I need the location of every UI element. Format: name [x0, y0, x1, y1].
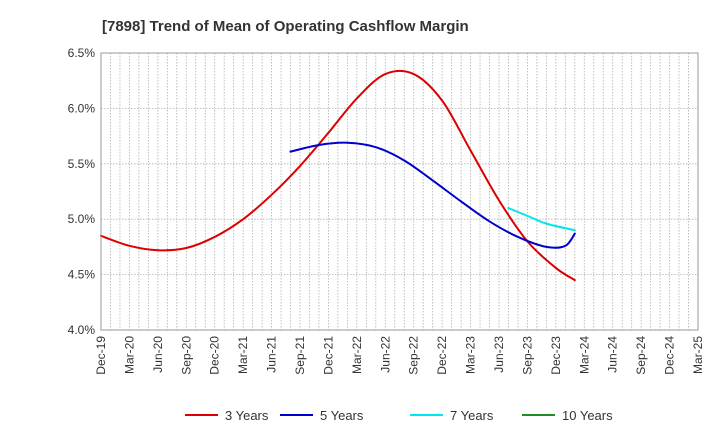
y-tick-label: 6.0% [68, 101, 96, 115]
x-axis: Dec-19 Mar-20 Jun-20 Sep-20 Dec-20 Mar-21 Jun-… [94, 336, 705, 375]
x-tick-label: Jun-20 [151, 336, 165, 373]
legend-label-3-years: 3 Years [225, 408, 269, 423]
series-line-7-years [507, 207, 576, 232]
x-tick-label: Sep-20 [179, 336, 193, 375]
series-lines [100, 69, 576, 282]
series-line-5-years [289, 141, 576, 249]
x-tick-label: Dec-19 [94, 336, 108, 375]
y-axis: 4.0% 4.5% 5.0% 5.5% 6.0% 6.5% [68, 46, 96, 337]
x-tick-label: Mar-22 [350, 336, 364, 374]
plot-area [101, 53, 698, 330]
y-tick-label: 5.5% [68, 157, 96, 171]
x-tick-label: Dec-24 [663, 336, 677, 375]
x-tick-label: Sep-22 [407, 336, 421, 375]
x-tick-label: Sep-24 [634, 336, 648, 375]
y-tick-label: 4.5% [68, 268, 96, 282]
x-tick-label: Sep-21 [293, 336, 307, 375]
y-tick-label: 4.0% [68, 323, 96, 337]
legend-label-5-years: 5 Years [320, 408, 364, 423]
legend-label-10-years: 10 Years [562, 408, 613, 423]
x-tick-label: Jun-21 [265, 336, 279, 373]
x-tick-label: Mar-24 [577, 336, 591, 374]
x-tick-label: Jun-24 [606, 336, 620, 373]
x-tick-label: Jun-23 [492, 336, 506, 373]
y-tick-label: 6.5% [68, 46, 96, 60]
legend-label-7-years: 7 Years [450, 408, 494, 423]
x-tick-label: Dec-22 [435, 336, 449, 375]
legend: 3 Years 5 Years 7 Years 10 Years [185, 408, 613, 423]
x-tick-label: Dec-20 [208, 336, 222, 375]
x-tick-label: Mar-20 [122, 336, 136, 374]
x-tick-label: Mar-23 [464, 336, 478, 374]
chart-title: [7898] Trend of Mean of Operating Cashfl… [102, 18, 469, 35]
x-tick-label: Mar-25 [691, 336, 705, 374]
x-tick-label: Dec-23 [549, 336, 563, 375]
grid [101, 53, 698, 330]
y-tick-label: 5.0% [68, 212, 96, 226]
x-tick-label: Jun-22 [378, 336, 392, 373]
plot-border [100, 52, 699, 331]
x-tick-label: Sep-23 [520, 336, 534, 375]
x-tick-label: Mar-21 [236, 336, 250, 374]
series-line-3-years [100, 69, 576, 282]
x-tick-label: Dec-21 [321, 336, 335, 375]
